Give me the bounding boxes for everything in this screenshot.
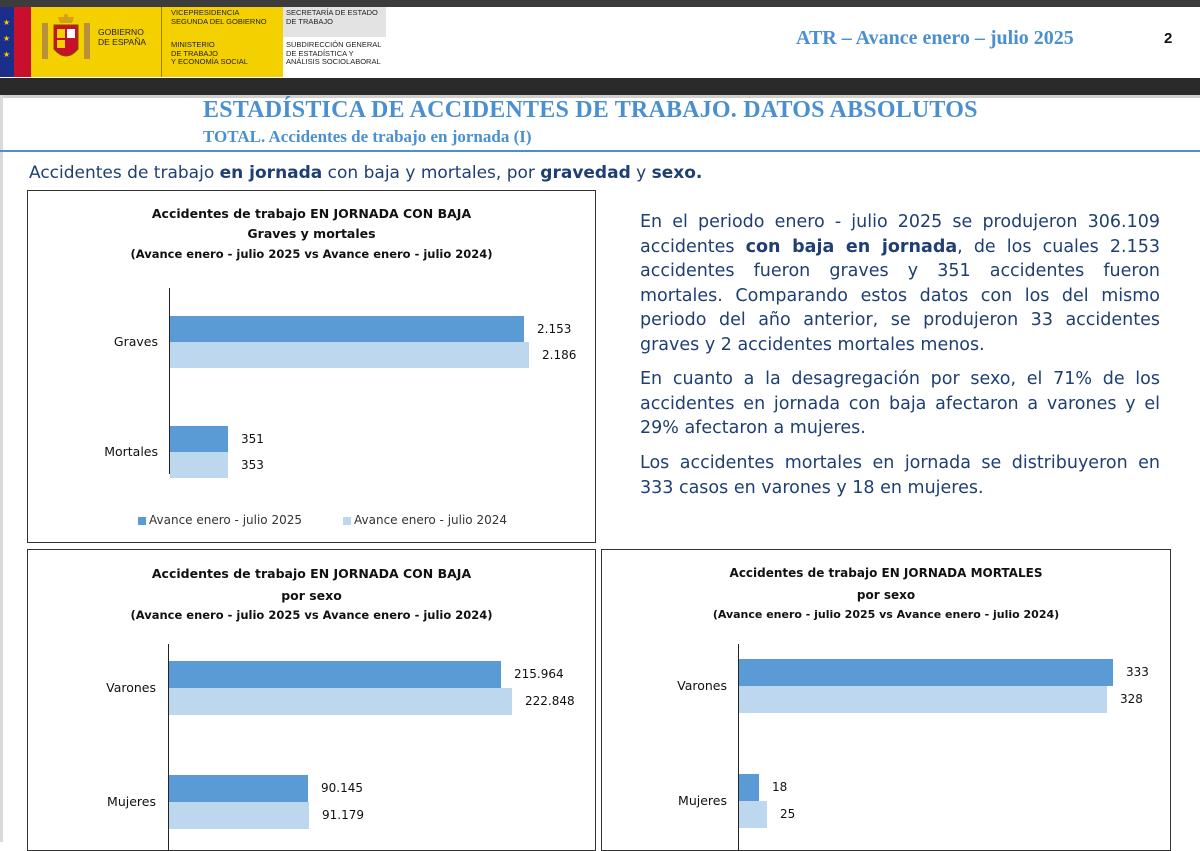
header-band xyxy=(0,78,1200,95)
category-label: Varones xyxy=(677,678,727,693)
bar-2024-graves xyxy=(170,342,529,368)
bar-2025-varones xyxy=(739,659,1113,686)
page-number: 2 xyxy=(1164,30,1173,47)
data-label: 222.848 xyxy=(525,694,575,708)
para1-text-c: , de los cuales 2.153 accidentes fueron … xyxy=(640,236,1160,355)
government-logo: ★ ★ ★ GOBIERNO DE ESPAÑA VICEPRESIDENCIA… xyxy=(0,7,386,77)
lead-bold-2: gravedad xyxy=(540,163,631,183)
category-label: Mujeres xyxy=(678,793,727,808)
sec-line-2: DE TRABAJO xyxy=(286,16,333,26)
chart-title: Accidentes de trabajo EN JORNADA CON BAJ… xyxy=(151,206,472,221)
chart-subtitle: por sexo xyxy=(856,588,916,602)
summary-paragraph-1: En el periodo enero - julio 2025 se prod… xyxy=(640,210,1160,357)
data-label: 333 xyxy=(1126,665,1149,679)
value-axis-line xyxy=(169,288,170,474)
bar-2025-varones xyxy=(169,661,501,688)
ministerio-label: MINISTERIO DE TRABAJO Y ECONOMÍA SOCIAL xyxy=(171,40,248,67)
sub-line-3: ANÁLISIS SOCIOLABORAL xyxy=(286,57,381,66)
summary-paragraph-2: En cuanto a la desagregación por sexo, e… xyxy=(640,369,1160,438)
summary-paragraph-3: Los accidentes mortales en jornada se di… xyxy=(640,453,1160,498)
value-axis-line xyxy=(168,644,169,850)
spain-flag-stripe xyxy=(14,7,31,77)
legend-swatch xyxy=(138,516,146,525)
category-label: Mujeres xyxy=(107,794,156,809)
chart-graves-mortales: Accidentes de trabajo EN JORNADA CON BAJ… xyxy=(27,190,596,543)
bar-2025-mujeres xyxy=(169,775,308,802)
vicepresidencia-label: VICEPRESIDENCIA SEGUNDA DEL GOBIERNO xyxy=(171,8,267,26)
bar-2025-mortales xyxy=(170,426,228,452)
legend-label: Avance enero - julio 2025 xyxy=(149,513,303,527)
data-label: 25 xyxy=(780,807,796,821)
data-label: 215.964 xyxy=(514,667,564,681)
lead-text-1: Accidentes de trabajo xyxy=(29,163,220,183)
sub-line-1: SUBDIRECCIÓN GENERAL xyxy=(286,40,382,49)
bar-2025-graves xyxy=(170,316,524,342)
vice-line-2: SEGUNDA DEL GOBIERNO xyxy=(171,16,267,26)
sec-line-1: SECRETARÍA DE ESTADO xyxy=(286,8,378,17)
page-subtitle: TOTAL. Accidentes de trabajo en jornada … xyxy=(203,127,532,146)
para1-bold: con baja en jornada xyxy=(745,236,958,257)
gov-line-2: DE ESPAÑA xyxy=(98,37,147,47)
category-label: Graves xyxy=(113,334,158,349)
logo-divider xyxy=(161,7,162,77)
data-label: 328 xyxy=(1120,692,1143,706)
bar-2024-mortales xyxy=(170,452,228,478)
legend-item: Avance enero - julio 2025 xyxy=(138,513,302,527)
min-line-1: MINISTERIO xyxy=(171,40,215,49)
chart-title: Accidentes de trabajo EN JORNADA CON BAJ… xyxy=(151,566,472,581)
bar-2024-varones xyxy=(169,688,512,715)
bar-2024-mujeres xyxy=(169,802,309,829)
data-label: 90.145 xyxy=(321,781,363,795)
chart-note: (Avance enero - julio 2025 vs Avance ene… xyxy=(712,608,1060,621)
data-label: 2.153 xyxy=(537,322,572,336)
chart-note: (Avance enero - julio 2025 vs Avance ene… xyxy=(130,608,493,622)
category-label: Varones xyxy=(106,680,156,695)
legend-label: Avance enero - julio 2024 xyxy=(354,513,508,527)
chart-mortales-por-sexo: Accidentes de trabajo EN JORNADA MORTALE… xyxy=(601,549,1171,851)
data-label: 351 xyxy=(241,432,264,446)
gov-line-1: GOBIERNO xyxy=(98,27,144,37)
gobierno-label: GOBIERNO DE ESPAÑA xyxy=(98,27,146,47)
bar-2025-mujeres xyxy=(739,774,759,801)
lead-bold-1: en jornada xyxy=(219,163,323,183)
chart-title: Accidentes de trabajo EN JORNADA MORTALE… xyxy=(729,566,1043,580)
data-label: 2.186 xyxy=(542,348,577,362)
chart-subtitle: Graves y mortales xyxy=(247,226,376,241)
section-heading: Accidentes de trabajo en jornada con baj… xyxy=(29,163,702,183)
coat-of-arms-icon xyxy=(42,14,90,59)
para1-text-a: En el periodo enero - julio 2025 se prod… xyxy=(640,212,1160,257)
chart-note: (Avance enero - julio 2025 vs Avance ene… xyxy=(130,247,493,261)
bar-2024-mujeres xyxy=(739,801,767,828)
eu-flag: ★ ★ ★ xyxy=(0,7,14,77)
report-title: ATR – Avance enero – julio 2025 xyxy=(796,27,1074,49)
left-margin-line xyxy=(0,95,3,842)
title-rule xyxy=(0,150,1200,152)
subdireccion-label: SUBDIRECCIÓN GENERAL DE ESTADÍSTICA Y AN… xyxy=(286,40,382,67)
secretaria-background xyxy=(283,7,386,37)
secretaria-label: SECRETARÍA DE ESTADO DE TRABAJO xyxy=(286,8,378,26)
chart-subtitle: por sexo xyxy=(281,588,342,603)
vice-line-1: VICEPRESIDENCIA xyxy=(171,8,240,17)
chart-baja-por-sexo: Accidentes de trabajo EN JORNADA CON BAJ… xyxy=(27,549,596,851)
header-band-shadow xyxy=(0,95,1200,98)
category-label: Mortales xyxy=(104,444,158,459)
data-label: 18 xyxy=(772,780,788,794)
legend-item: Avance enero - julio 2024 xyxy=(343,513,507,527)
min-line-3: Y ECONOMÍA SOCIAL xyxy=(171,57,248,66)
value-axis-line xyxy=(738,644,739,850)
page-title: ESTADÍSTICA DE ACCIDENTES DE TRABAJO. DA… xyxy=(203,97,978,123)
data-label: 353 xyxy=(241,458,264,472)
lead-text-2: con baja y mortales, por xyxy=(322,163,541,183)
lead-bold-3: sexo. xyxy=(651,163,703,183)
min-line-2: DE TRABAJO xyxy=(171,48,218,58)
data-label: 91.179 xyxy=(322,808,364,822)
lead-text-3: y xyxy=(630,163,652,183)
sub-line-2: DE ESTADÍSTICA Y xyxy=(286,48,354,58)
legend-swatch xyxy=(343,516,351,525)
bar-2024-varones xyxy=(739,686,1107,713)
top-strip xyxy=(0,0,1200,7)
subdireccion-background xyxy=(283,37,386,77)
